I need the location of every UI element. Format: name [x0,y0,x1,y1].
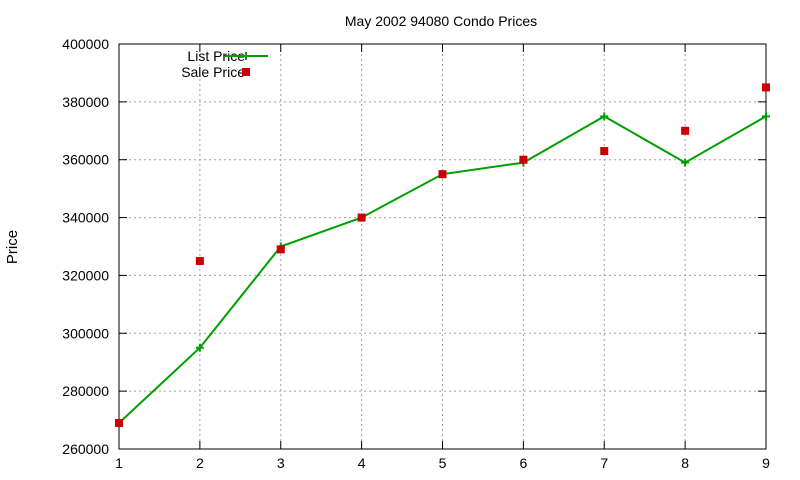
data-point-square [115,418,123,427]
y-tick-label: 340000 [62,210,109,226]
x-tick-label: 2 [196,455,204,471]
data-point-plus [681,158,690,167]
y-tick-label: 300000 [62,325,109,341]
data-point-plus [762,112,770,121]
x-tick-label: 8 [681,455,689,471]
data-point-square [276,245,285,254]
data-point-square [519,155,528,164]
axis-ticks: 1 2 3 4 5 6 7 8 9 260000 280000 300000 320000 340000 3… [62,36,770,471]
chart-title: May 2002 94080 Condo Prices [345,13,537,29]
y-tick-label: 400000 [62,36,109,52]
data-point-square [195,256,204,265]
x-tick-label: 6 [519,455,527,471]
y-tick-label: 380000 [62,94,109,110]
data-point-square [438,170,447,179]
x-tick-label: 7 [600,455,608,471]
legend-square-marker [242,68,250,76]
data-point-square [600,147,609,156]
y-tick-label: 280000 [62,383,109,399]
data-point-plus [600,112,609,121]
x-tick-label: 5 [439,455,447,471]
data-point-square [681,126,690,135]
plot-frame [118,43,767,450]
x-tick-label: 1 [115,455,123,471]
series-layer [115,83,770,427]
data-point-square [762,83,770,92]
legend-label: List Price [187,48,245,64]
x-tick-label: 3 [277,455,285,471]
y-tick-label: 260000 [62,441,109,457]
series-sale-price [115,83,770,427]
legend-plus-marker [242,52,250,60]
data-point-plus [195,343,204,352]
y-tick-label: 360000 [62,152,109,168]
data-point-square [357,213,366,222]
y-axis-label: Price [4,230,21,264]
x-tick-label: 9 [762,455,770,471]
y-tick-label: 320000 [62,267,109,283]
x-tick-label: 4 [358,455,366,471]
grid [119,44,766,449]
legend-label: Sale Price [181,64,245,80]
